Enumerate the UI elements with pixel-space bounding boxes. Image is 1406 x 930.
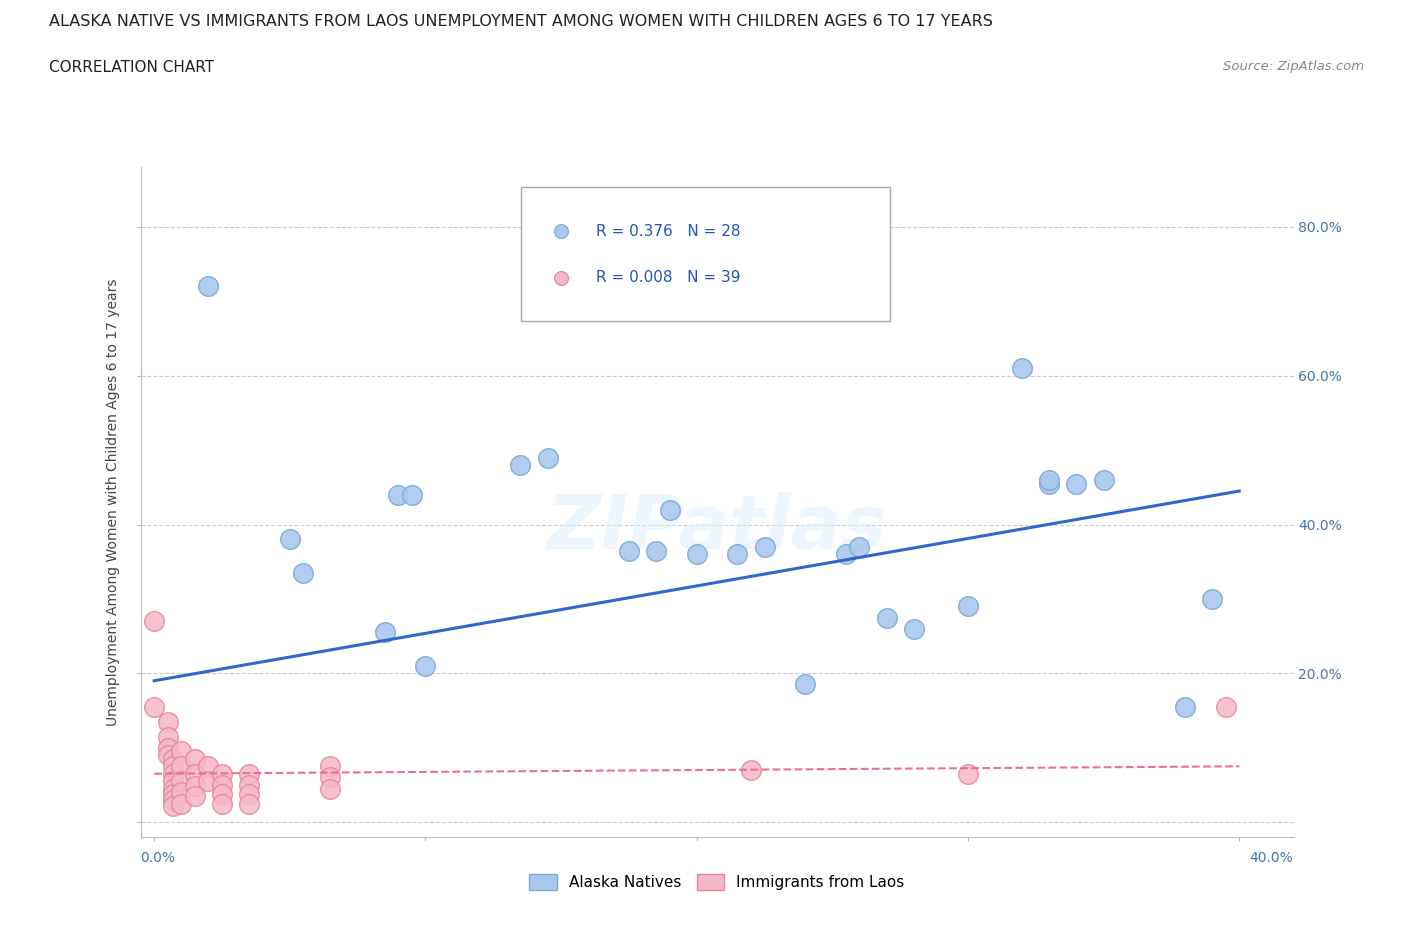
Point bbox=[292, 565, 315, 580]
Point bbox=[319, 770, 342, 785]
Point bbox=[319, 759, 342, 774]
Point bbox=[170, 774, 193, 789]
Text: R = 0.376   N = 28: R = 0.376 N = 28 bbox=[596, 223, 741, 238]
Point bbox=[197, 279, 219, 294]
Point bbox=[170, 744, 193, 759]
Point bbox=[211, 777, 233, 792]
Point bbox=[509, 458, 531, 472]
Text: ALASKA NATIVE VS IMMIGRANTS FROM LAOS UNEMPLOYMENT AMONG WOMEN WITH CHILDREN AGE: ALASKA NATIVE VS IMMIGRANTS FROM LAOS UN… bbox=[49, 14, 993, 29]
Point bbox=[211, 787, 233, 802]
Point bbox=[184, 779, 207, 794]
Point bbox=[1133, 141, 1156, 156]
Text: ZIPatlas: ZIPatlas bbox=[547, 493, 887, 565]
Point bbox=[278, 532, 301, 547]
Point bbox=[238, 796, 260, 811]
Point bbox=[903, 621, 925, 636]
Point bbox=[876, 610, 898, 625]
Text: R = 0.008   N = 39: R = 0.008 N = 39 bbox=[596, 271, 741, 286]
Y-axis label: Unemployment Among Women with Children Ages 6 to 17 years: Unemployment Among Women with Children A… bbox=[107, 278, 121, 726]
Text: 40.0%: 40.0% bbox=[1250, 851, 1294, 865]
Point bbox=[162, 798, 184, 813]
Point bbox=[143, 614, 166, 629]
Point bbox=[238, 787, 260, 802]
Point bbox=[238, 766, 260, 781]
Point bbox=[415, 658, 437, 673]
Point bbox=[162, 751, 184, 766]
Point bbox=[1038, 476, 1060, 491]
Point bbox=[725, 547, 748, 562]
Point bbox=[1092, 472, 1115, 487]
Text: Source: ZipAtlas.com: Source: ZipAtlas.com bbox=[1223, 60, 1364, 73]
Point bbox=[162, 792, 184, 807]
Point bbox=[645, 543, 668, 558]
Text: 0.0%: 0.0% bbox=[141, 851, 176, 865]
Point bbox=[162, 787, 184, 802]
Point bbox=[197, 774, 219, 789]
FancyBboxPatch shape bbox=[522, 188, 890, 322]
Point bbox=[156, 714, 179, 729]
Point bbox=[1201, 591, 1223, 606]
Point bbox=[658, 502, 681, 517]
Point bbox=[1174, 699, 1197, 714]
Point bbox=[387, 487, 409, 502]
Point bbox=[956, 599, 979, 614]
Point bbox=[686, 547, 709, 562]
Point bbox=[170, 796, 193, 811]
Point bbox=[197, 759, 219, 774]
Point bbox=[401, 487, 423, 502]
Point bbox=[1011, 361, 1033, 376]
Point bbox=[184, 751, 207, 766]
Point bbox=[536, 450, 558, 465]
Point bbox=[162, 774, 184, 789]
Point bbox=[184, 766, 207, 781]
Point bbox=[848, 539, 870, 554]
Point bbox=[740, 763, 762, 777]
Point bbox=[374, 625, 396, 640]
Point bbox=[162, 759, 184, 774]
Point bbox=[143, 699, 166, 714]
Point bbox=[184, 789, 207, 804]
Point bbox=[170, 785, 193, 800]
Point bbox=[835, 547, 858, 562]
Point bbox=[170, 759, 193, 774]
Point bbox=[1038, 472, 1060, 487]
Point bbox=[162, 766, 184, 781]
Legend: Alaska Natives, Immigrants from Laos: Alaska Natives, Immigrants from Laos bbox=[523, 868, 911, 897]
Point bbox=[238, 777, 260, 792]
Point bbox=[1133, 193, 1156, 208]
Point bbox=[156, 729, 179, 744]
Point bbox=[156, 748, 179, 763]
Point bbox=[211, 796, 233, 811]
Point bbox=[754, 539, 776, 554]
Point bbox=[319, 781, 342, 796]
Point bbox=[956, 766, 979, 781]
Text: CORRELATION CHART: CORRELATION CHART bbox=[49, 60, 214, 75]
Point bbox=[211, 766, 233, 781]
Point bbox=[156, 740, 179, 755]
Point bbox=[617, 543, 640, 558]
Point bbox=[1066, 476, 1088, 491]
Point bbox=[162, 781, 184, 796]
Point bbox=[1215, 699, 1237, 714]
Point bbox=[794, 677, 817, 692]
